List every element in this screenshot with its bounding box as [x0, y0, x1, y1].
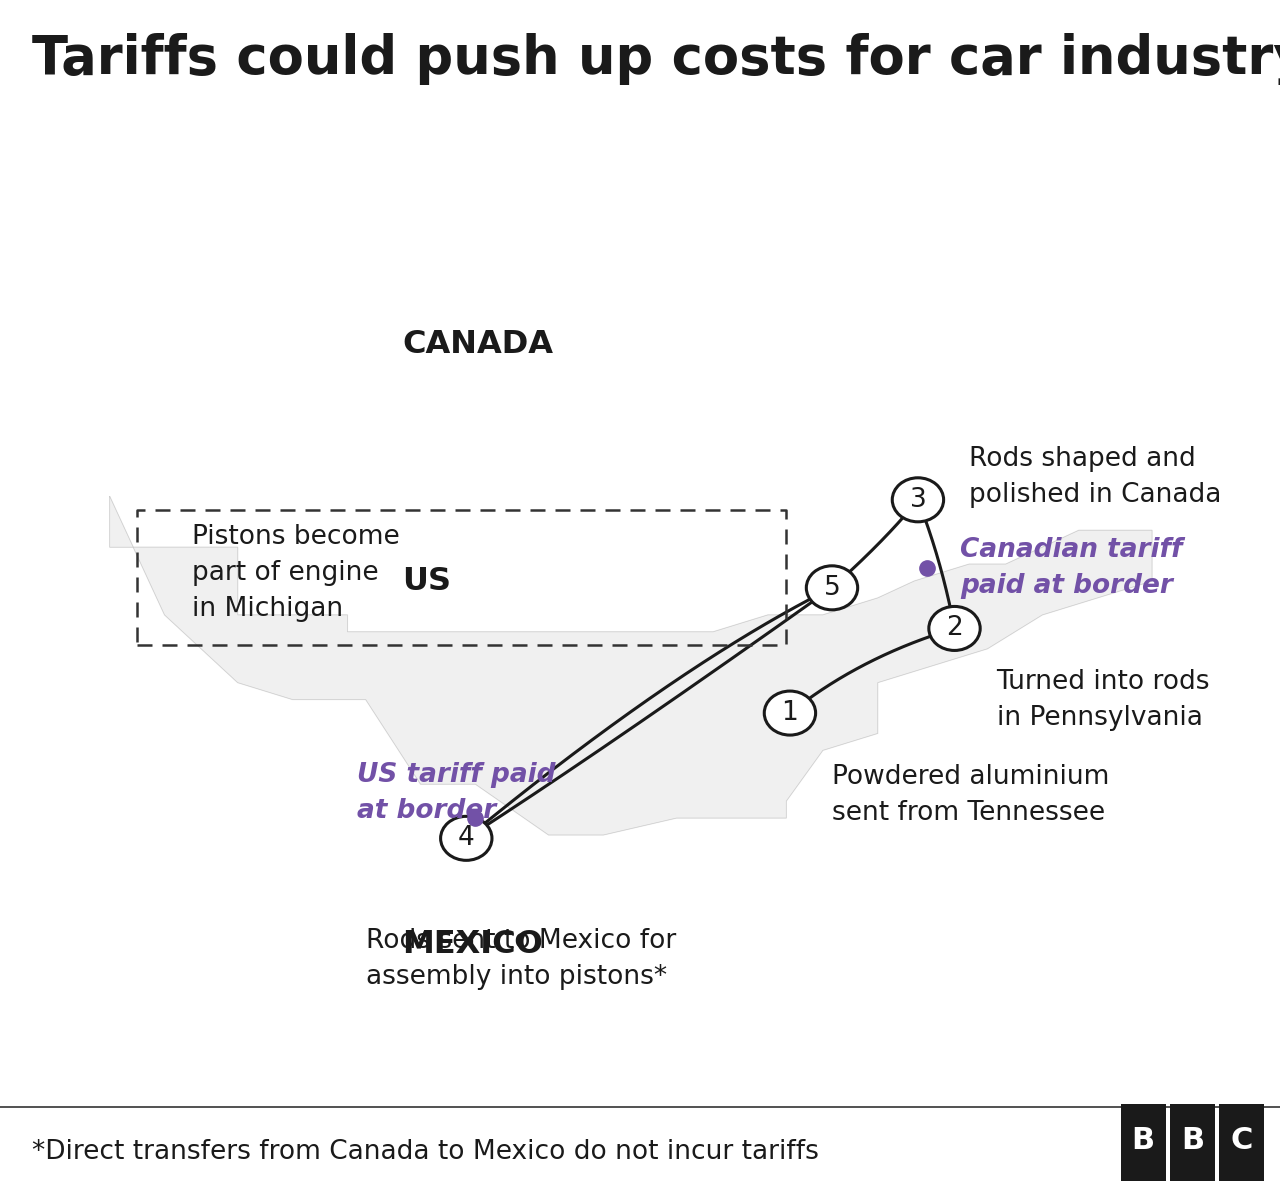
Ellipse shape	[440, 816, 492, 860]
Ellipse shape	[764, 691, 815, 735]
Text: 1: 1	[782, 700, 799, 726]
Text: Powdered aluminium
sent from Tennessee: Powdered aluminium sent from Tennessee	[832, 764, 1110, 826]
Text: Pistons become
part of engine
in Michigan: Pistons become part of engine in Michiga…	[192, 524, 399, 621]
Text: Rods shaped and
polished in Canada: Rods shaped and polished in Canada	[969, 445, 1221, 508]
Text: B: B	[1181, 1126, 1204, 1155]
Text: 4: 4	[458, 826, 475, 851]
Text: 3: 3	[910, 487, 927, 513]
Ellipse shape	[892, 478, 943, 521]
Text: Rods sent to Mexico for
assembly into pistons*: Rods sent to Mexico for assembly into pi…	[366, 928, 676, 990]
Text: Turned into rods
in Pennsylvania: Turned into rods in Pennsylvania	[997, 669, 1210, 731]
FancyBboxPatch shape	[1121, 1104, 1166, 1180]
Polygon shape	[110, 496, 1152, 835]
FancyBboxPatch shape	[1170, 1104, 1215, 1180]
Text: CANADA: CANADA	[402, 328, 553, 359]
Text: US tariff paid
at border: US tariff paid at border	[357, 762, 556, 823]
Text: MEXICO: MEXICO	[402, 929, 543, 960]
Text: Canadian tariff
paid at border: Canadian tariff paid at border	[960, 537, 1183, 599]
Text: B: B	[1132, 1126, 1155, 1155]
Text: *Direct transfers from Canada to Mexico do not incur tariffs: *Direct transfers from Canada to Mexico …	[32, 1139, 819, 1165]
Text: Tariffs could push up costs for car industry: Tariffs could push up costs for car indu…	[32, 33, 1280, 84]
Text: C: C	[1230, 1126, 1253, 1155]
Text: US: US	[402, 565, 452, 596]
Text: 5: 5	[823, 575, 841, 601]
Text: 2: 2	[946, 615, 963, 641]
Ellipse shape	[806, 565, 858, 609]
FancyBboxPatch shape	[1220, 1104, 1265, 1180]
Ellipse shape	[929, 607, 980, 651]
